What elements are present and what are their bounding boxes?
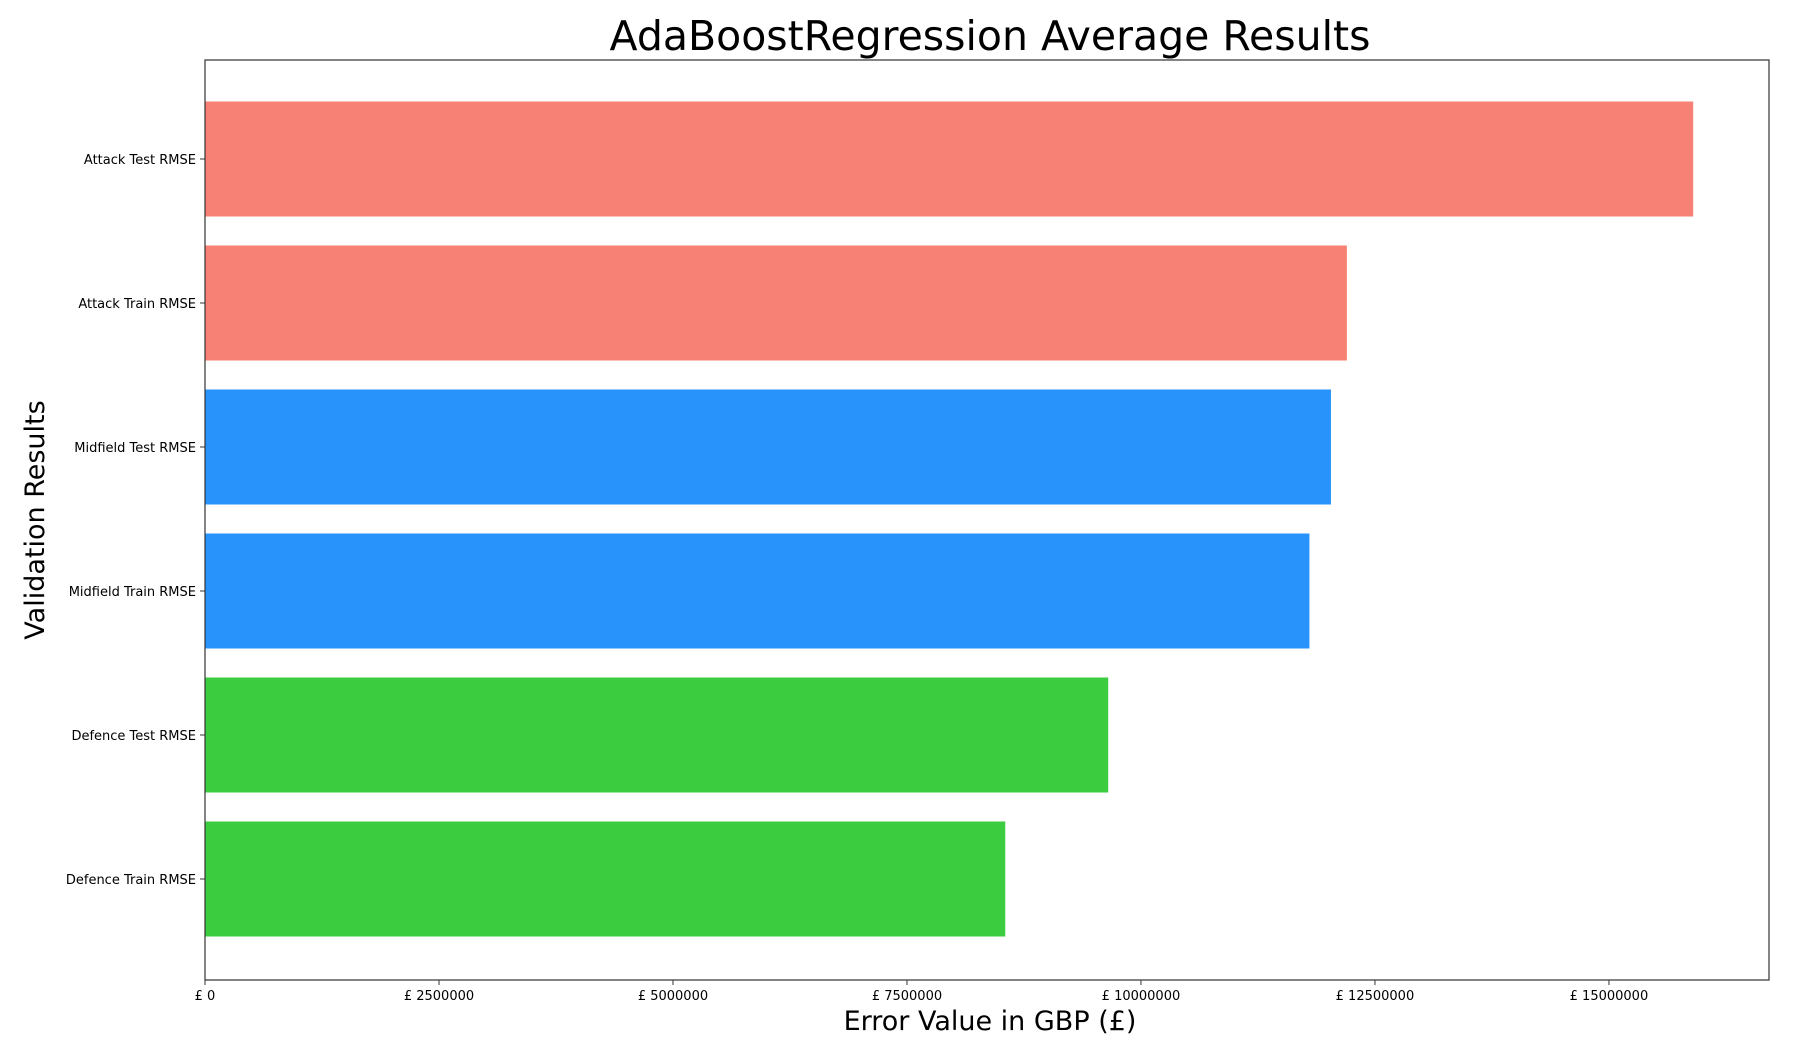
x-tick-label: £ 2500000 (404, 989, 474, 1004)
y-tick-label: Defence Test RMSE (71, 729, 196, 744)
x-tick-label: £ 0 (195, 989, 216, 1004)
x-axis-label: Error Value in GBP (£) (844, 1006, 1137, 1037)
y-tick-label: Midfield Test RMSE (74, 441, 196, 456)
bar-defence-train-rmse (205, 821, 1006, 937)
bar-midfield-test-rmse (205, 389, 1331, 505)
bar-attack-test-rmse (205, 101, 1694, 217)
plot-frame (204, 59, 1770, 981)
x-tick-label: £ 12500000 (1336, 989, 1415, 1004)
x-tick-label: £ 10000000 (1102, 989, 1181, 1004)
x-tick-label: £ 15000000 (1570, 989, 1649, 1004)
y-tick-label: Midfield Train RMSE (69, 585, 196, 600)
y-tick-label: Attack Train RMSE (78, 297, 196, 312)
bar-defence-test-rmse (205, 677, 1109, 793)
bar-midfield-train-rmse (205, 533, 1310, 649)
x-tick-label: £ 5000000 (638, 989, 708, 1004)
x-tick-label: £ 7500000 (872, 989, 942, 1004)
y-tick-label: Attack Test RMSE (84, 153, 196, 168)
y-tick-label: Defence Train RMSE (66, 873, 196, 888)
bar-attack-train-rmse (205, 245, 1347, 361)
chart-title: AdaBoostRegression Average Results (610, 12, 1371, 60)
y-axis-label: Validation Results (20, 400, 51, 639)
